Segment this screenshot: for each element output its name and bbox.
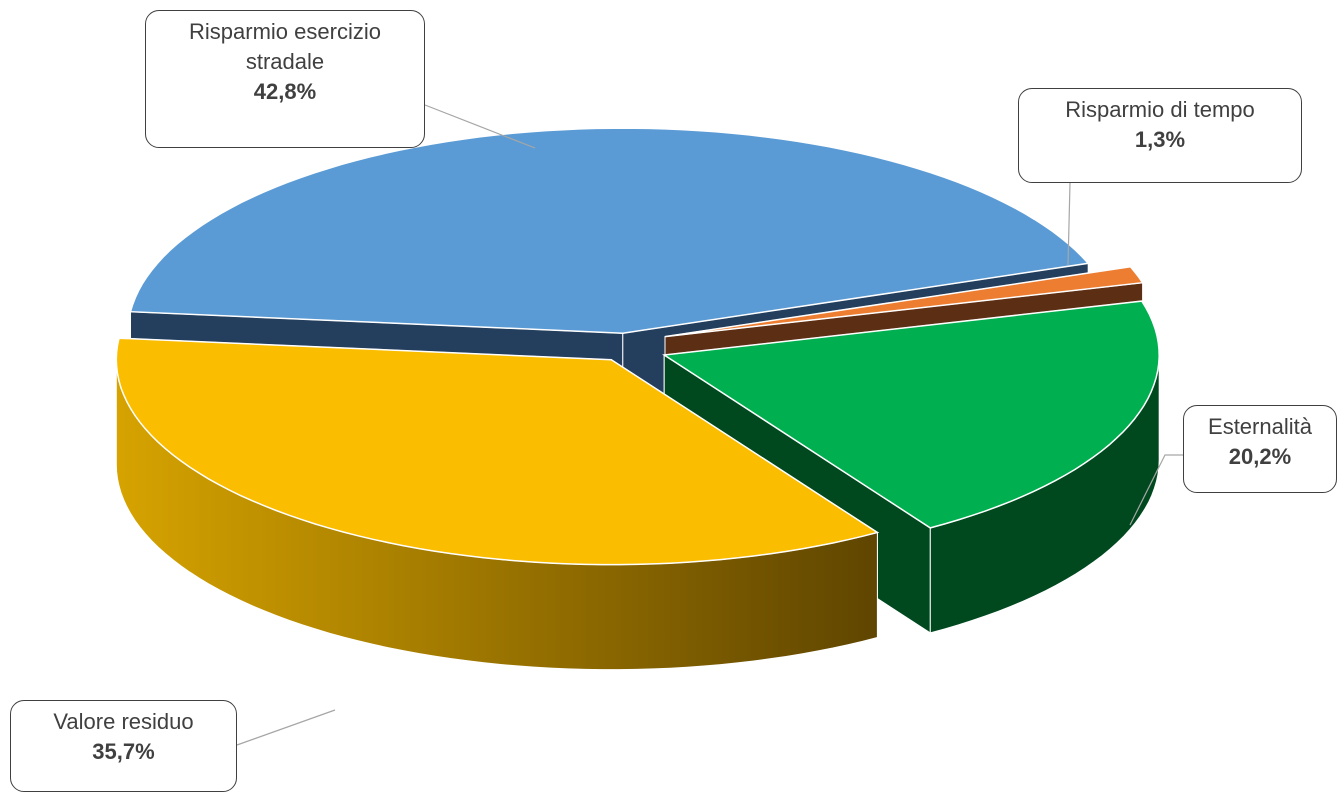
- data-label: Esternalità 20,2%: [1183, 405, 1337, 493]
- label-category: Esternalità: [1208, 414, 1312, 439]
- label-value: 20,2%: [1228, 444, 1292, 469]
- slice: [115, 337, 880, 566]
- label-category: Risparmio di tempo: [1065, 97, 1255, 122]
- label-value: 35,7%: [92, 739, 155, 764]
- leader-line: [424, 104, 536, 149]
- slice: [662, 300, 1160, 529]
- label-value: 42,8%: [253, 79, 317, 104]
- label-category: Valore residuo: [53, 709, 194, 734]
- label-category: Risparmio esercizio stradale: [189, 19, 381, 74]
- leader-line: [1067, 182, 1071, 266]
- data-label: Risparmio di tempo 1,3%: [1018, 88, 1302, 183]
- leader-line: [1129, 454, 1183, 526]
- label-value: 1,3%: [1134, 127, 1186, 152]
- leader-line: [236, 709, 336, 746]
- slice: [129, 127, 1090, 334]
- data-label: Risparmio esercizio stradale 42,8%: [145, 10, 425, 148]
- data-label: Valore residuo 35,7%: [10, 700, 237, 792]
- slice: [664, 265, 1144, 338]
